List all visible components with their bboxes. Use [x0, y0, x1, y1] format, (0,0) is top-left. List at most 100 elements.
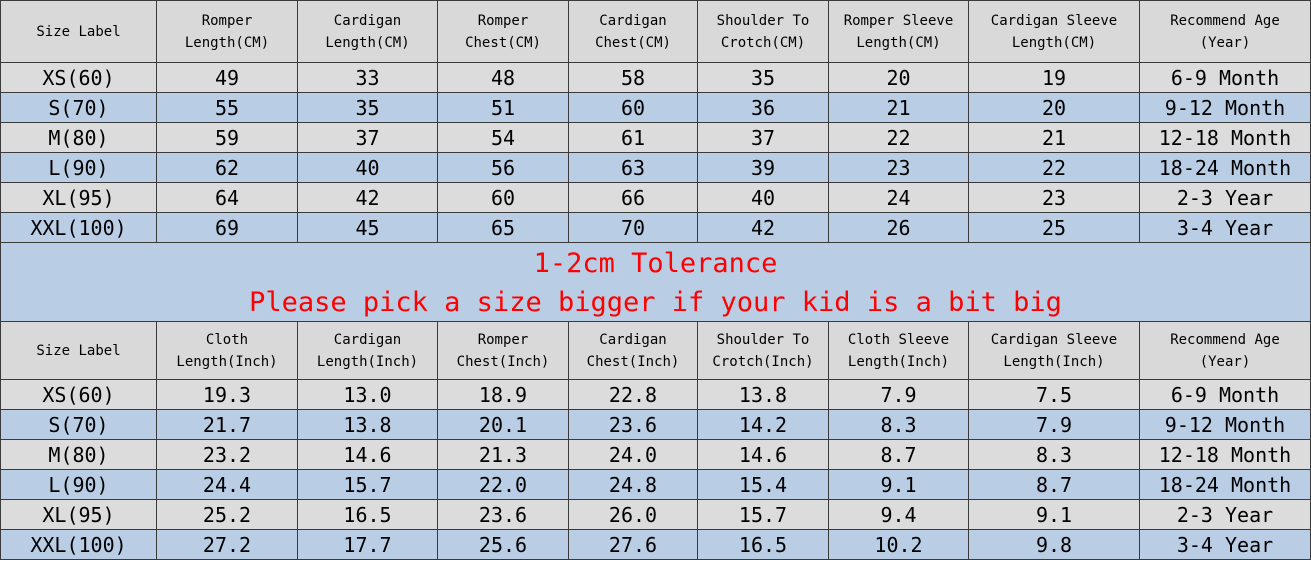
data-cell: 23.6 — [569, 410, 698, 440]
data-row: L(90) 62 40 56 63 39 23 22 18-24 Month — [0, 153, 1311, 183]
data-cell: 14.6 — [698, 440, 829, 470]
data-cell: 3-4 Year — [1140, 213, 1311, 243]
header-cell: Shoulder To Crotch(Inch) — [698, 322, 829, 380]
data-cell: 56 — [438, 153, 569, 183]
data-cell: 27.2 — [157, 530, 298, 560]
data-cell: 60 — [438, 183, 569, 213]
data-cell: 16.5 — [698, 530, 829, 560]
data-cell: 19.3 — [157, 380, 298, 410]
size-cell: M(80) — [0, 440, 157, 470]
data-cell: 8.3 — [969, 440, 1140, 470]
size-cell: XS(60) — [0, 63, 157, 93]
size-cell: L(90) — [0, 470, 157, 500]
data-cell: 24.4 — [157, 470, 298, 500]
data-cell: 42 — [698, 213, 829, 243]
size-cell: M(80) — [0, 123, 157, 153]
data-row: M(80) 23.2 14.6 21.3 24.0 14.6 8.7 8.3 12-18 Mon… — [0, 440, 1311, 470]
data-cell: 62 — [157, 153, 298, 183]
data-cell: 21 — [829, 93, 969, 123]
data-cell: 9.8 — [969, 530, 1140, 560]
data-cell: 10.2 — [829, 530, 969, 560]
data-cell: 40 — [698, 183, 829, 213]
data-cell: 6-9 Month — [1140, 63, 1311, 93]
data-cell: 12-18 Month — [1140, 123, 1311, 153]
data-cell: 60 — [569, 93, 698, 123]
data-cell: 65 — [438, 213, 569, 243]
data-cell: 2-3 Year — [1140, 183, 1311, 213]
tolerance-note: 1-2cm Tolerance Please pick a size bigge… — [0, 243, 1311, 322]
size-cell: XL(95) — [0, 500, 157, 530]
data-row: XL(95) 64 42 60 66 40 24 23 2-3 Year — [0, 183, 1311, 213]
size-cell: L(90) — [0, 153, 157, 183]
header-cell: Cardigan Sleeve Length(CM) — [969, 0, 1140, 63]
data-cell: 22.0 — [438, 470, 569, 500]
data-cell: 18-24 Month — [1140, 153, 1311, 183]
data-cell: 13.0 — [298, 380, 438, 410]
size-cell: XXL(100) — [0, 530, 157, 560]
data-cell: 20 — [969, 93, 1140, 123]
header-cell: Cloth Length(Inch) — [157, 322, 298, 380]
data-cell: 7.9 — [829, 380, 969, 410]
data-cell: 6-9 Month — [1140, 380, 1311, 410]
data-cell: 24.0 — [569, 440, 698, 470]
data-cell: 51 — [438, 93, 569, 123]
data-cell: 66 — [569, 183, 698, 213]
data-cell: 23.2 — [157, 440, 298, 470]
data-row: XS(60) 19.3 13.0 18.9 22.8 13.8 7.9 7.5 6-9 Mont… — [0, 380, 1311, 410]
data-cell: 9.1 — [969, 500, 1140, 530]
header-cell: Recommend Age (Year) — [1140, 322, 1311, 380]
data-cell: 15.7 — [298, 470, 438, 500]
header-cell: Romper Chest(Inch) — [438, 322, 569, 380]
data-cell: 23 — [969, 183, 1140, 213]
data-cell: 40 — [298, 153, 438, 183]
header-cell: Cardigan Length(CM) — [298, 0, 438, 63]
data-cell: 15.7 — [698, 500, 829, 530]
note-line: Please pick a size bigger if your kid is… — [249, 287, 1062, 318]
data-row: S(70) 21.7 13.8 20.1 23.6 14.2 8.3 7.9 9-12 Mont… — [0, 410, 1311, 440]
data-row: M(80) 59 37 54 61 37 22 21 12-18 Month — [0, 123, 1311, 153]
data-cell: 14.2 — [698, 410, 829, 440]
data-cell: 8.7 — [829, 440, 969, 470]
data-cell: 17.7 — [298, 530, 438, 560]
header-row: Size Label Romper Length(CM) Cardigan Leng… — [0, 0, 1311, 63]
data-row: XXL(100) 69 45 65 70 42 26 25 3-4 Year — [0, 213, 1311, 243]
data-cell: 9-12 Month — [1140, 410, 1311, 440]
header-cell: Cardigan Sleeve Length(Inch) — [969, 322, 1140, 380]
data-cell: 8.7 — [969, 470, 1140, 500]
data-row: L(90) 24.4 15.7 22.0 24.8 15.4 9.1 8.7 18-24 Mon… — [0, 470, 1311, 500]
data-row: XL(95) 25.2 16.5 23.6 26.0 15.7 9.4 9.1 2-3 Year — [0, 500, 1311, 530]
data-cell: 9-12 Month — [1140, 93, 1311, 123]
data-cell: 12-18 Month — [1140, 440, 1311, 470]
data-cell: 55 — [157, 93, 298, 123]
header-cell: Romper Length(CM) — [157, 0, 298, 63]
data-cell: 23 — [829, 153, 969, 183]
data-cell: 23.6 — [438, 500, 569, 530]
data-cell: 13.8 — [298, 410, 438, 440]
data-row: XS(60) 49 33 48 58 35 20 19 6-9 Month — [0, 63, 1311, 93]
data-cell: 7.5 — [969, 380, 1140, 410]
data-cell: 7.9 — [969, 410, 1140, 440]
data-cell: 61 — [569, 123, 698, 153]
data-cell: 8.3 — [829, 410, 969, 440]
data-cell: 26.0 — [569, 500, 698, 530]
data-cell: 58 — [569, 63, 698, 93]
header-cell: Size Label — [0, 322, 157, 380]
data-cell: 21.7 — [157, 410, 298, 440]
data-cell: 9.4 — [829, 500, 969, 530]
data-cell: 63 — [569, 153, 698, 183]
data-cell: 26 — [829, 213, 969, 243]
data-cell: 25 — [969, 213, 1140, 243]
data-cell: 59 — [157, 123, 298, 153]
header-row: Size Label Cloth Length(Inch) Cardigan Len… — [0, 322, 1311, 380]
data-cell: 22 — [829, 123, 969, 153]
header-cell: Romper Chest(CM) — [438, 0, 569, 63]
data-cell: 35 — [298, 93, 438, 123]
data-cell: 18.9 — [438, 380, 569, 410]
data-cell: 49 — [157, 63, 298, 93]
data-cell: 19 — [969, 63, 1140, 93]
data-cell: 54 — [438, 123, 569, 153]
data-cell: 70 — [569, 213, 698, 243]
data-cell: 69 — [157, 213, 298, 243]
data-cell: 3-4 Year — [1140, 530, 1311, 560]
